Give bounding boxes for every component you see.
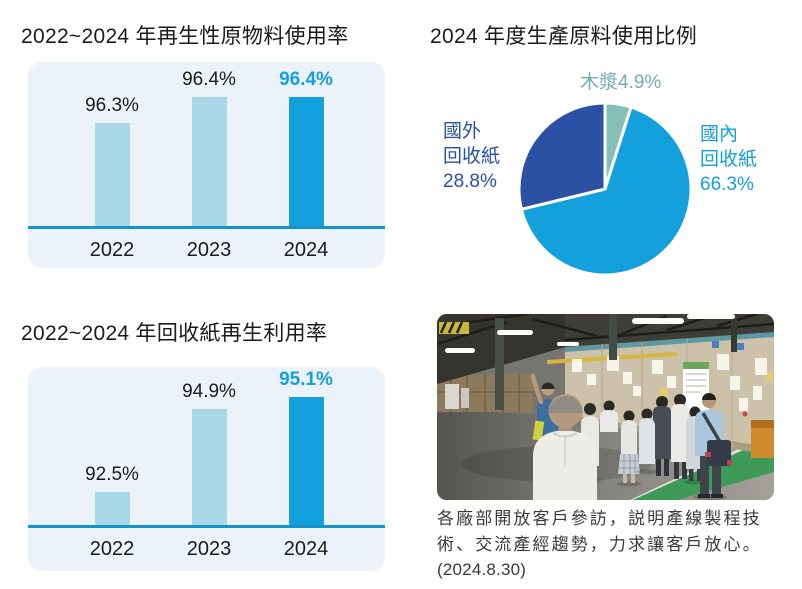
- axis-tick-label: 2023: [186, 538, 232, 560]
- bar-2022: [94, 123, 130, 226]
- caption-date: (2024.8.30): [437, 560, 527, 579]
- axis-tick-label: 2023: [186, 239, 232, 261]
- bar-value-label: 94.9%: [182, 381, 236, 402]
- pie-label-line: 28.8%: [443, 171, 497, 192]
- caption-line: 各廠部開放客戶參訪，説明產線製程技: [437, 509, 762, 528]
- pie-label-line: 國內: [700, 124, 739, 145]
- pie-label-line: 回收紙: [443, 146, 501, 167]
- bar-2023: [191, 97, 227, 226]
- caption-line: 術、交流產經趨勢，力求讓客戶放心。: [437, 534, 762, 554]
- person-visitor: [600, 400, 618, 432]
- pie-slice-domestic-recycled-paper: [519, 105, 693, 277]
- x-axis-line: [28, 525, 385, 528]
- person-visitor: [636, 408, 658, 475]
- person-visitor: [671, 394, 689, 479]
- bar-group-2022: 92.5% 2022: [67, 464, 157, 560]
- pie-label-line: 國外: [443, 121, 482, 142]
- pie-slice-foreign-recycled-paper: [517, 101, 607, 211]
- bar-group-2024: 96.4% 2024: [261, 69, 351, 261]
- axis-tick-label: 2022: [89, 239, 135, 261]
- pie-label-wood-pulp: 木漿4.9%: [580, 72, 662, 93]
- photo-caption: 各廠部開放客戶參訪，説明產線製程技 術、交流產經趨勢，力求讓客戶放心。 (202…: [437, 506, 774, 583]
- axis-tick-label: 2024: [283, 538, 329, 560]
- bar-group-2022: 96.3% 2022: [67, 95, 157, 261]
- chart-title-recycled-paper-reuse: 2022~2024 年回收紙再生利用率: [21, 322, 328, 345]
- x-axis-line: [28, 226, 385, 229]
- bar-2023: [191, 409, 227, 525]
- bar-value-label: 96.3%: [85, 95, 139, 116]
- person-visitor: [617, 410, 641, 487]
- chart-title-material-mix: 2024 年度生產原料使用比例: [430, 25, 698, 48]
- pie-label-line: 回收紙: [700, 149, 758, 170]
- pie-label-line: 66.3%: [700, 174, 754, 195]
- ceiling: [437, 314, 774, 410]
- bar-group-2023: 96.4% 2023: [164, 69, 254, 261]
- visitor-group: [530, 373, 732, 500]
- orange-machine: [751, 420, 774, 458]
- pie-label-foreign-recycled-paper: 國外 回收紙 28.8%: [443, 119, 500, 194]
- factory-visit-photo: [437, 314, 774, 500]
- person-visitor: [653, 396, 671, 476]
- bar-value-label: 95.1%: [279, 369, 333, 390]
- bar-2022: [94, 492, 130, 525]
- bar-2024: [288, 97, 324, 226]
- person-foreground: [533, 394, 597, 500]
- axis-tick-label: 2022: [89, 538, 135, 560]
- bar-chart-renewable-usage: 96.3% 2022 96.4% 2023 96.4% 2024: [28, 62, 385, 268]
- bar-value-label: 92.5%: [85, 464, 139, 485]
- chart-title-renewable-usage: 2022~2024 年再生性原物料使用率: [21, 25, 349, 48]
- person-visitor-bag: [693, 393, 732, 500]
- pie-label-domestic-recycled-paper: 國內 回收紙 66.3%: [700, 122, 757, 197]
- axis-tick-label: 2024: [283, 239, 329, 261]
- bar-chart-recycled-paper-reuse: 92.5% 2022 94.9% 2023 95.1% 2024: [28, 367, 385, 571]
- pie-chart-material-mix: [517, 101, 693, 277]
- bar-2024: [288, 397, 324, 525]
- bar-value-label: 96.4%: [279, 69, 333, 90]
- bar-group-2023: 94.9% 2023: [164, 381, 254, 560]
- bar-group-2024: 95.1% 2024: [261, 369, 351, 560]
- bar-value-label: 96.4%: [182, 69, 236, 90]
